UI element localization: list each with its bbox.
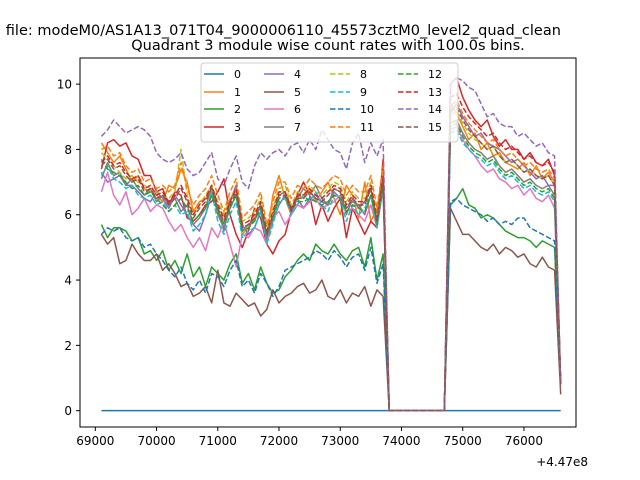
x-tick-label: 69000 [76,434,114,448]
legend-label-9: 9 [360,86,367,99]
x-tick-label: 73000 [321,434,359,448]
y-tick-label: 4 [64,274,72,288]
y-tick-label: 6 [64,208,72,222]
legend-label-3: 3 [234,121,241,134]
x-tick-label: 70000 [137,434,175,448]
series-line-9 [100,129,562,412]
series-line-15 [100,106,562,412]
figure-suptitle: n file: modeM0/AS1A13_071T04_9000006110_… [0,23,561,39]
legend-label-0: 0 [234,68,241,81]
legend-label-14: 14 [428,103,442,116]
legend-label-6: 6 [294,103,301,116]
chart-title: Quadrant 3 module wise count rates with … [131,38,525,54]
x-tick-label: 75000 [444,434,482,448]
legend-label-5: 5 [294,86,301,99]
series-line-12 [100,122,562,412]
series-line-2 [100,187,562,412]
x-tick-label: 74000 [382,434,420,448]
series-line-14 [100,76,562,412]
x-tick-label: 76000 [505,434,543,448]
legend-label-1: 1 [234,86,241,99]
legend-label-10: 10 [360,103,374,116]
y-tick-label: 8 [64,143,72,157]
legend-label-13: 13 [428,86,442,99]
x-tick-label: 72000 [260,434,298,448]
y-tick-label: 0 [64,404,72,418]
y-axis: 0 2 4 6 8 10 [57,78,80,418]
series-layer [100,76,562,412]
legend-label-15: 15 [428,121,442,134]
x-tick-label: 71000 [199,434,237,448]
y-tick-label: 10 [57,78,72,92]
plot-frame [79,57,577,428]
series-line-10 [100,197,562,412]
x-offset-label: +4.47e8 [536,455,588,469]
legend-label-4: 4 [294,68,301,81]
legend-label-2: 2 [234,103,241,116]
legend-frame [200,62,459,143]
legend-label-7: 7 [294,121,301,134]
series-line-5 [100,207,562,412]
x-axis: 69000 70000 71000 72000 73000 74000 75000 76000 [76,427,543,448]
series-line-7 [100,119,562,412]
series-line-13 [100,93,562,412]
legend-label-11: 11 [360,121,374,134]
legend-label-8: 8 [360,68,367,81]
series-line-11 [101,99,562,412]
y-tick-label: 2 [64,339,72,353]
legend-label-12: 12 [428,68,442,81]
